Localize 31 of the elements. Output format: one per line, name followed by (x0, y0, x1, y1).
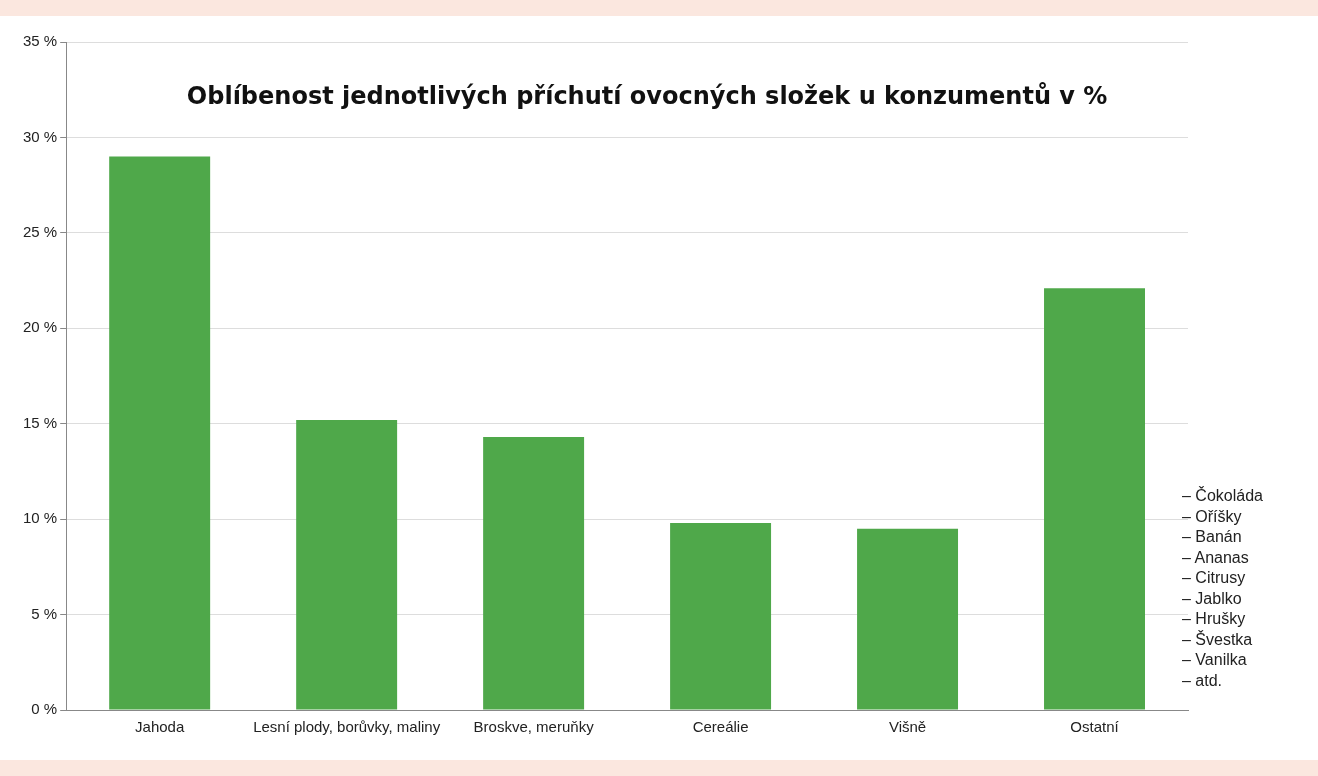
bar (296, 419, 398, 710)
x-tick-label: Lesní plody, borůvky, maliny (253, 718, 441, 736)
bar (670, 522, 772, 710)
annotation: – Ananas (1182, 547, 1250, 568)
annotation: – Čokoláda (1182, 486, 1263, 506)
y-tick-label: 10 % (22, 509, 58, 527)
x-tick-label: Jahoda (135, 718, 185, 736)
annotation: – Vanilka (1182, 650, 1248, 670)
y-tick-label: 20 % (22, 318, 58, 336)
y-tick-label: 5 % (31, 604, 58, 622)
annotation: – Jablko (1182, 588, 1243, 609)
bar (483, 437, 585, 710)
x-tick-label: Broskve, meruňky (473, 718, 595, 736)
y-tick-label: 15 % (22, 413, 58, 431)
y-tick-label: 25 % (22, 223, 58, 240)
annotation: – Hrušky (1182, 609, 1247, 629)
x-tick-label: Cereálie (692, 718, 749, 736)
bar (109, 156, 211, 710)
annotation: – Citrusy (1182, 568, 1247, 588)
x-tick-label: Višně (888, 718, 927, 736)
y-tick-label: 0 % (31, 700, 58, 718)
x-tick-label: Ostatní (1070, 718, 1120, 736)
y-tick-label: 35 % (22, 32, 58, 50)
bar (1044, 288, 1145, 710)
y-tick-label: 30 % (22, 127, 58, 145)
bar (857, 528, 959, 710)
annotation: – Švestka (1182, 629, 1254, 650)
text: Oblíbenost jednotlivých příchutí ovocných složek u konzumentů v % (186, 82, 1108, 111)
annotation: – Oříšky (1182, 506, 1243, 527)
annotation: – atd. (1182, 670, 1224, 691)
annotation: – Banán (1182, 527, 1243, 547)
